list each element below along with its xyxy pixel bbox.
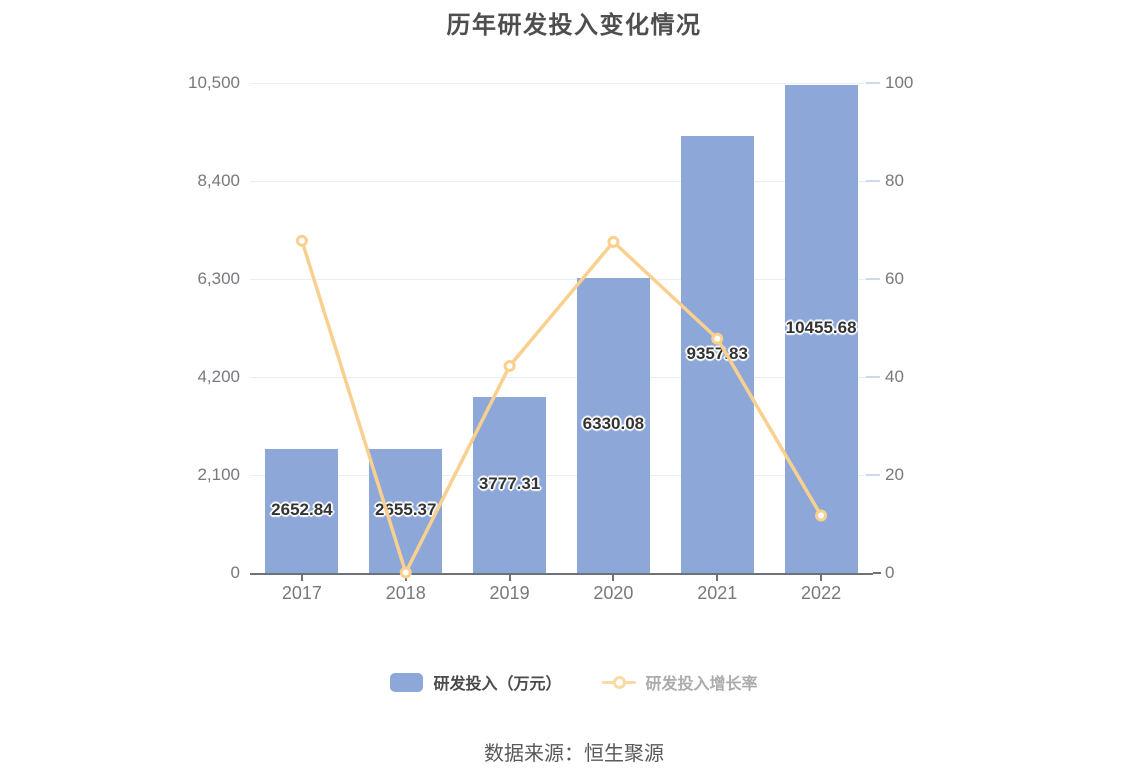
- x-axis-tick: [716, 575, 719, 581]
- x-axis-label-2021: 2021: [697, 583, 738, 603]
- y-axis-left-tick-label: 0: [230, 563, 240, 582]
- line-point-2021[interactable]: [711, 332, 724, 345]
- legend-item-rd-investment[interactable]: 研发投入（万元）: [390, 670, 562, 694]
- y-axis-right-tick: [866, 376, 880, 378]
- growth-rate-line-layer: [295, 234, 828, 579]
- line-point-2018[interactable]: [399, 566, 412, 579]
- gridline: [250, 376, 873, 378]
- gridline: [250, 278, 873, 280]
- x-axis-label-2022: 2022: [801, 583, 842, 603]
- legend-label-growth-rate: 研发投入增长率: [645, 676, 758, 693]
- y-axis-left-tick-label: 6,300: [197, 269, 240, 288]
- bar-value-label-2019: 3777.31: [478, 473, 541, 493]
- y-axis-right-tick: [866, 278, 880, 280]
- y-axis-left-tick-label: 4,200: [197, 367, 240, 386]
- bar-value-label-2022: 10455.68: [785, 318, 857, 338]
- y-axis-left-tick-label: 8,400: [197, 171, 240, 190]
- y-axis-right-tick-label: 0: [885, 563, 895, 582]
- bar-2021[interactable]: [680, 136, 754, 573]
- y-axis-left-tick-label: 2,100: [197, 465, 240, 484]
- bar-2018[interactable]: [369, 449, 443, 573]
- y-axis-right-tick-label: 60: [885, 269, 904, 288]
- chart-title: 历年研发投入变化情况: [446, 12, 702, 39]
- line-point-2022[interactable]: [815, 509, 828, 522]
- bar-value-label-2021: 9357.83: [686, 343, 748, 363]
- x-axis-label-2020: 2020: [593, 583, 634, 603]
- legend-item-growth-rate[interactable]: 研发投入增长率: [601, 670, 758, 694]
- y-axis-right-tick-label: 40: [885, 367, 904, 386]
- x-axis-label-2018: 2018: [385, 583, 426, 603]
- y-axis-left-tick-label: 10,500: [188, 73, 240, 92]
- x-axis-label-2019: 2019: [489, 583, 530, 603]
- y-axis-right-tick: [866, 82, 880, 84]
- x-axis-tick: [508, 575, 511, 581]
- x-axis-line: [250, 573, 873, 575]
- bar-2020[interactable]: [576, 277, 650, 573]
- line-swatch-circle: [612, 675, 626, 689]
- y-axis-right-tick-label: 80: [885, 171, 904, 190]
- growth-rate-line: [300, 239, 823, 575]
- line-point-2019[interactable]: [503, 359, 516, 372]
- x-axis-label-2017: 2017: [281, 583, 322, 603]
- y-axis-right-tick-label: 100: [885, 73, 914, 92]
- bar-value-label-2017: 2652.84: [271, 500, 333, 520]
- bar-value-label-2020: 6330.08: [582, 414, 645, 434]
- x-axis-tick: [300, 575, 303, 581]
- y-axis-right-tick: [866, 180, 880, 182]
- bar-2017[interactable]: [265, 449, 339, 573]
- legend-label-rd-investment: 研发投入（万元）: [433, 676, 562, 693]
- x-axis-tick: [820, 575, 823, 581]
- line-point-2017[interactable]: [295, 234, 308, 247]
- gridline: [250, 180, 873, 182]
- x-axis-tick: [612, 575, 615, 581]
- gridline: [250, 474, 873, 476]
- data-source: 数据来源：恒生聚源: [484, 743, 664, 765]
- y-axis-right-tick: [873, 572, 881, 574]
- y-axis-right-tick: [866, 474, 880, 476]
- bar-2022[interactable]: [784, 85, 858, 573]
- line-series-swatch-icon: [601, 673, 636, 692]
- legend: 研发投入（万元） 研发投入增长率: [0, 670, 1148, 694]
- bar-2019[interactable]: [473, 396, 547, 573]
- line-point-2020[interactable]: [607, 235, 620, 248]
- bar-series-swatch-icon: [390, 672, 424, 692]
- y-axis-right-tick-label: 20: [885, 465, 904, 484]
- bar-value-label-2018: 2655.37: [375, 500, 437, 520]
- gridline: [250, 82, 873, 84]
